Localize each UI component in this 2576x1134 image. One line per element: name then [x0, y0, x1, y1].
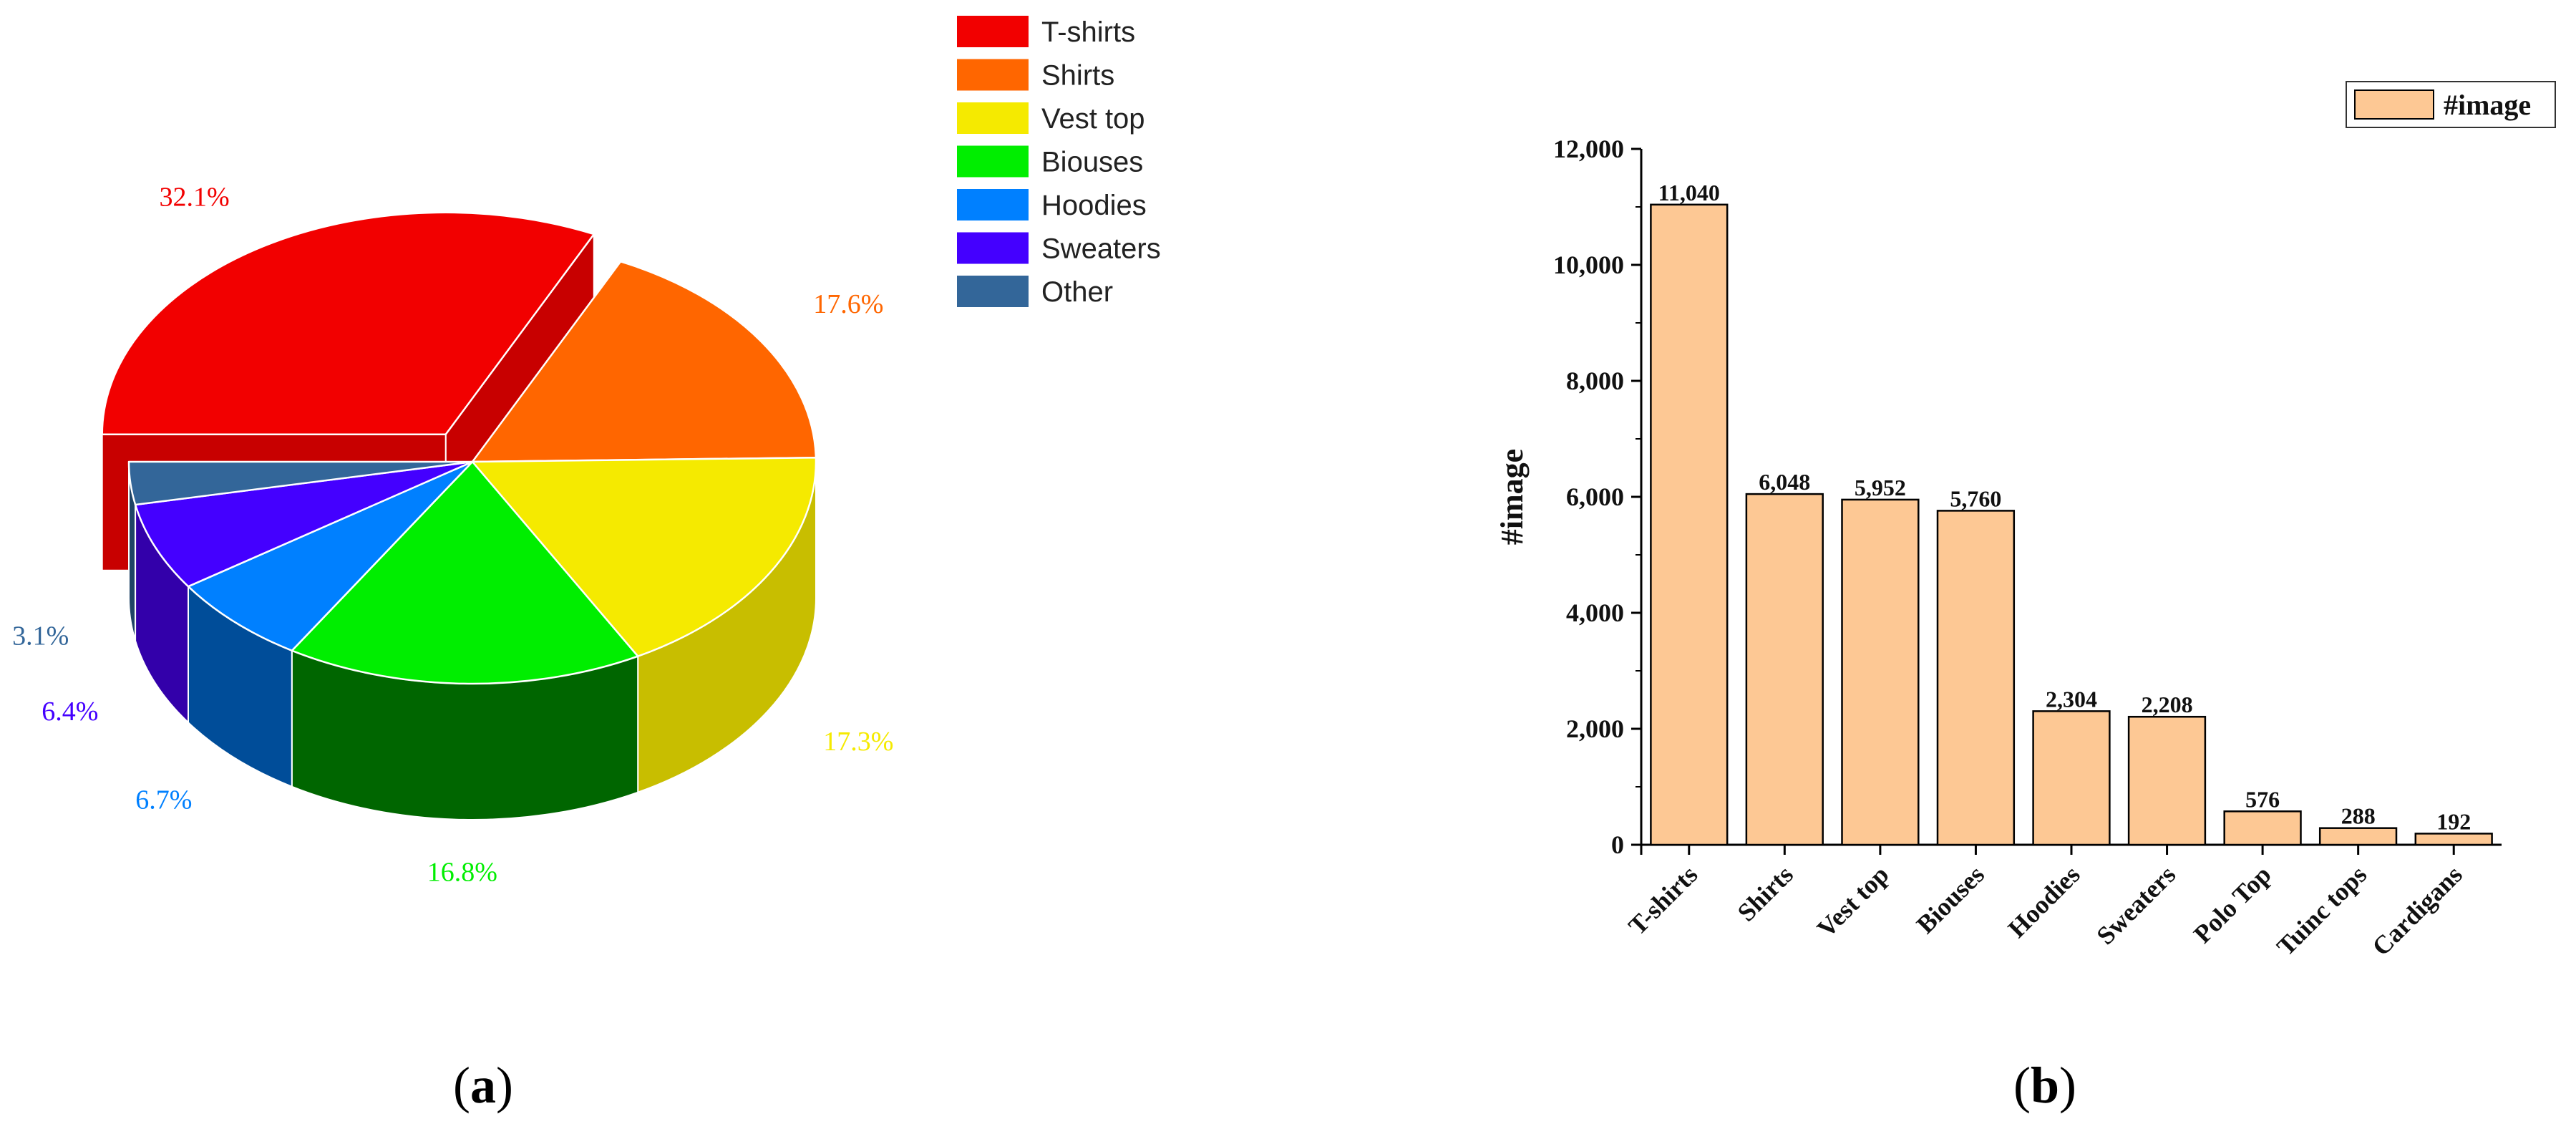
x-tick-label-hoodies: Hoodies: [2003, 860, 2086, 943]
legend-swatch-t-shirts: [957, 16, 1029, 47]
pie-slice-biouses: [291, 460, 639, 685]
bar-tuinc-tops: [2318, 827, 2398, 846]
y-tick-label: 12,000: [1553, 135, 1624, 163]
pie-slice-t-shirts: [101, 211, 596, 436]
bar-cardigans: [2414, 833, 2493, 846]
bar-t-shirts: [1650, 203, 1729, 846]
pie-slice-sweaters: [134, 460, 474, 588]
legend-label-t-shirts: T-shirts: [1041, 16, 1135, 48]
pie-pct-label-vest-top: 17.3%: [823, 727, 893, 757]
y-tick-label: 0: [1611, 830, 1624, 859]
legend-swatch-hoodies: [957, 189, 1029, 220]
legend-label-sweaters: Sweaters: [1041, 233, 1161, 265]
legend-label-other: Other: [1041, 276, 1113, 308]
bar-legend-swatch: [2354, 89, 2434, 120]
legend-swatch-vest-top: [957, 102, 1029, 134]
y-tick-label: 6,000: [1566, 483, 1624, 511]
pie-slice-shirts: [471, 261, 817, 463]
x-tick-label-cardigans: Cardigans: [2366, 860, 2467, 961]
bar-value-label-t-shirts: 11,040: [1658, 180, 1720, 205]
bar-value-label-cardigans: 192: [2436, 808, 2471, 834]
panel-a-label: (a): [453, 1057, 513, 1114]
legend-label-vest-top: Vest top: [1041, 103, 1145, 135]
x-tick-label-vest-top: Vest top: [1812, 860, 1895, 943]
x-tick-label-t-shirts: T-shirts: [1623, 860, 1703, 940]
legend-label-biouses: Biouses: [1041, 147, 1143, 178]
pie-pct-label-sweaters: 6.4%: [42, 697, 98, 727]
pie-pct-label-shirts: 17.6%: [813, 289, 883, 319]
x-tick-label-sweaters: Sweaters: [2091, 860, 2181, 950]
bar-value-label-polo-top: 576: [2245, 786, 2280, 812]
pie-slice-hoodies: [187, 460, 474, 652]
legend-label-shirts: Shirts: [1041, 60, 1114, 92]
y-tick-label: 10,000: [1553, 251, 1624, 279]
x-tick-label-biouses: Biouses: [1911, 860, 1990, 939]
pie-pct-label-hoodies: 6.7%: [135, 785, 192, 815]
legend-swatch-other: [957, 276, 1029, 307]
bar-biouses: [1936, 510, 2016, 846]
pie-pct-label-biouses: 16.8%: [427, 858, 497, 888]
bar-chart-panel: 0 2,000 4,000 6,000 8,000 10,000 12,000 #image 1…: [1494, 81, 2556, 961]
bar-sweaters: [2127, 715, 2207, 846]
pie-slice-other: [127, 460, 474, 506]
bar-value-label-tuinc-tops: 288: [2341, 803, 2376, 829]
pie-pct-label-other: 3.1%: [12, 621, 69, 651]
y-tick-label: 2,000: [1566, 714, 1624, 743]
legend-swatch-sweaters: [957, 232, 1029, 264]
legend-label-hoodies: Hoodies: [1041, 190, 1147, 221]
x-tick-label-shirts: Shirts: [1732, 860, 1799, 926]
bar-value-label-hoodies: 2,304: [2046, 686, 2097, 712]
y-axis-title: #image: [1494, 449, 1530, 545]
pie-pct-label-t-shirts: 32.1%: [160, 182, 230, 212]
bar-value-label-biouses: 5,760: [1950, 485, 2001, 511]
bar-value-label-shirts: 6,048: [1759, 469, 1810, 495]
bar-value-label-sweaters: 2,208: [2142, 692, 2193, 717]
bar-polo-top: [2223, 810, 2302, 846]
y-tick-label: 8,000: [1566, 367, 1624, 395]
bar-shirts: [1745, 493, 1824, 846]
legend-swatch-biouses: [957, 145, 1029, 178]
bar-value-label-vest-top: 5,952: [1855, 475, 1906, 500]
bar-legend-label: #image: [2444, 89, 2531, 121]
pie-slice-vest-top: [471, 456, 817, 657]
y-tick-label: 4,000: [1566, 598, 1624, 627]
bar-hoodies: [2032, 710, 2111, 846]
x-tick-label-tuinc-tops: Tuinc tops: [2271, 860, 2372, 961]
pie-legend: T-shirts Shirts Vest top Biouses Hoodies Swea…: [957, 16, 1161, 308]
legend-swatch-shirts: [957, 59, 1029, 91]
panel-b-label: (b): [2013, 1057, 2076, 1114]
pie-chart-panel: 32.1% 17.6% 17.3% 16.8% 6.7% 6.4% 3.1%: [12, 182, 893, 887]
bar-vest-top: [1841, 498, 1920, 846]
x-tick-label-polo-top: Polo Top: [2188, 860, 2277, 949]
